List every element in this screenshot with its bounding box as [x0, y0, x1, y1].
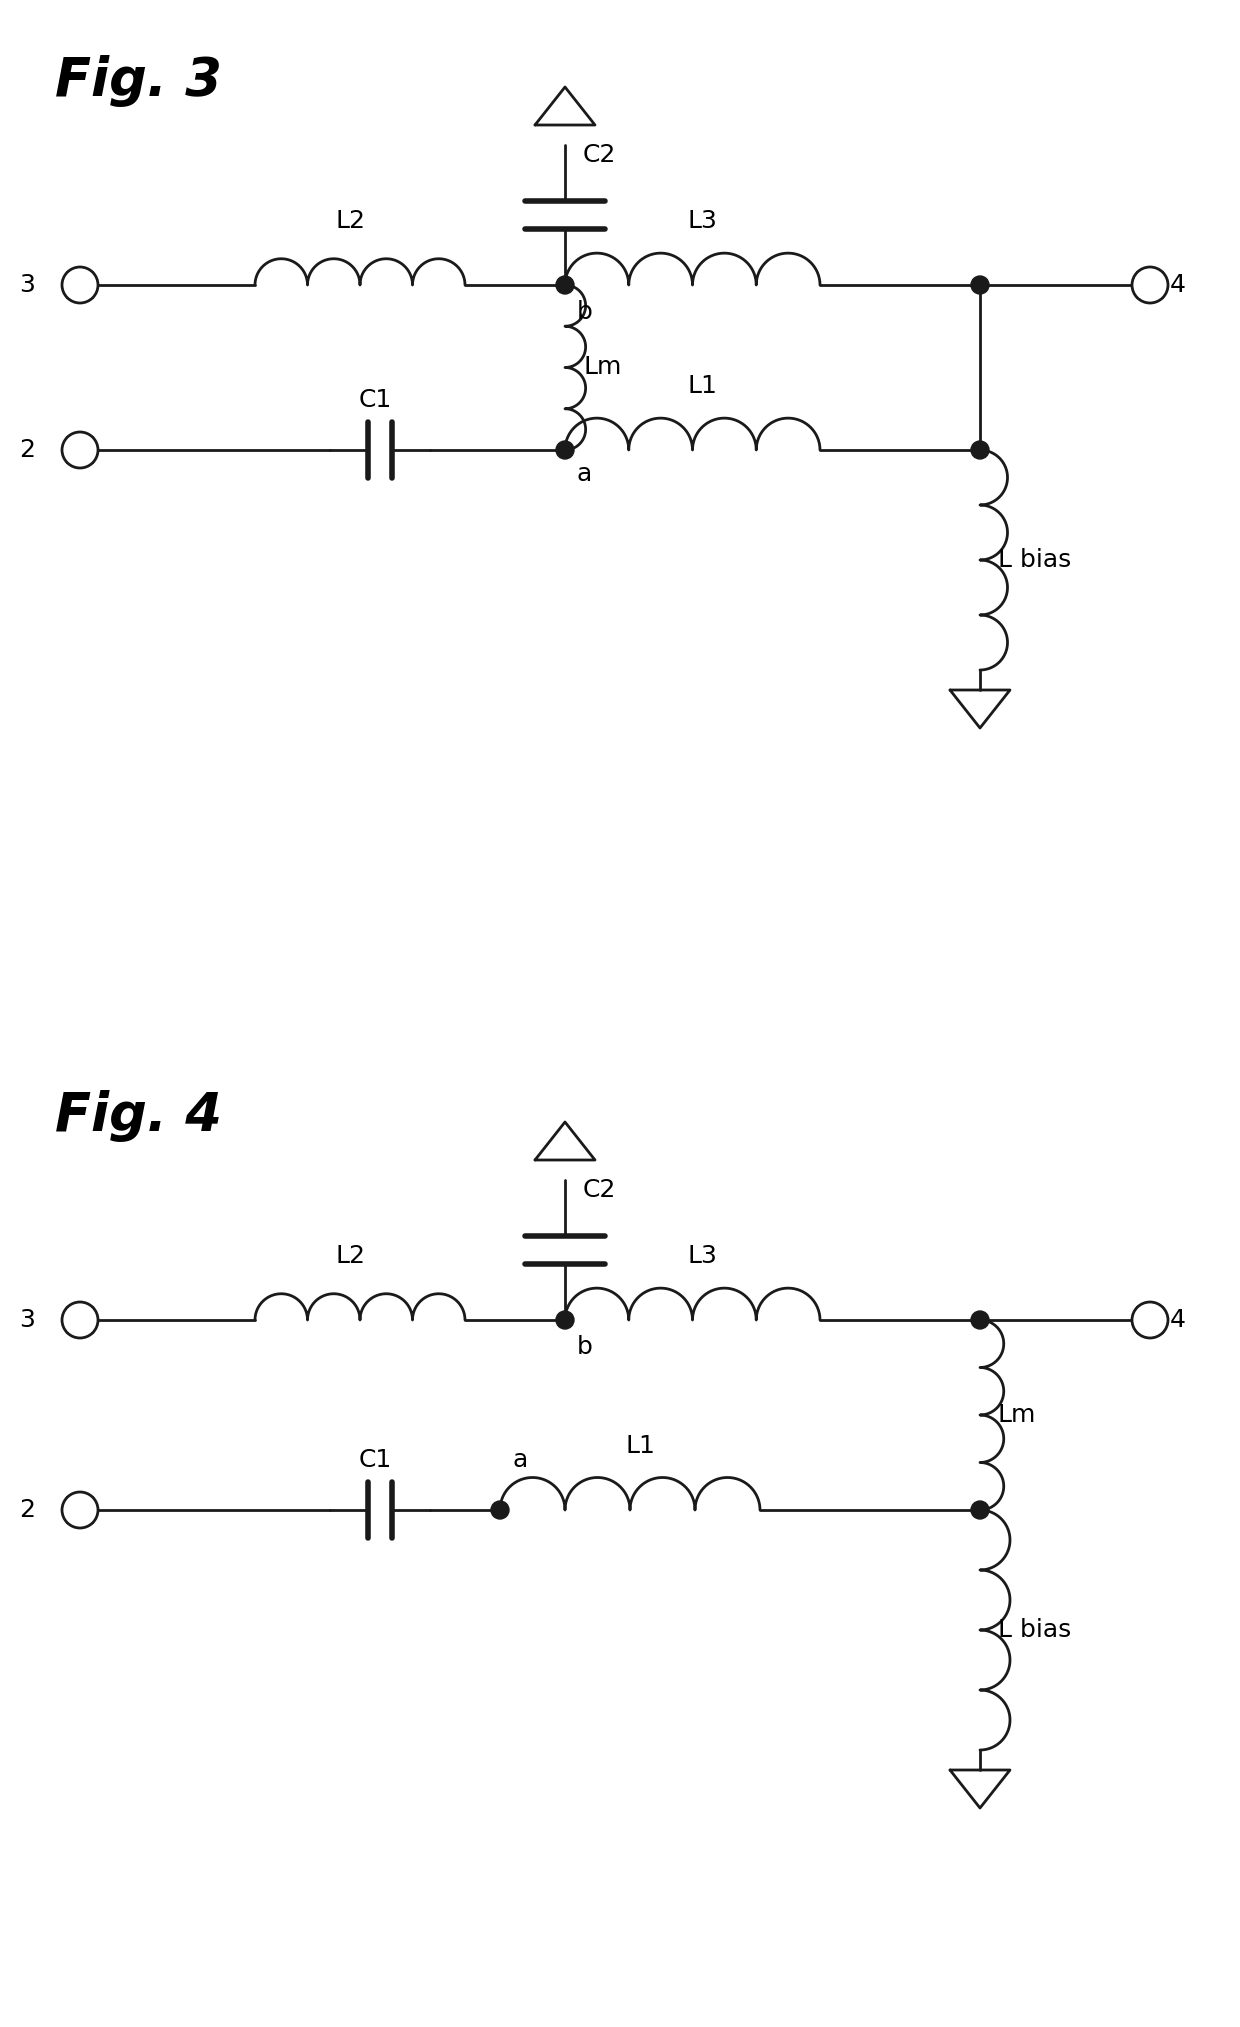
- Circle shape: [971, 276, 990, 294]
- Text: 2: 2: [19, 1498, 35, 1522]
- Circle shape: [1132, 268, 1168, 302]
- Text: L1: L1: [687, 375, 717, 397]
- Text: C1: C1: [358, 1447, 392, 1472]
- Circle shape: [971, 1311, 990, 1330]
- Text: L3: L3: [687, 209, 717, 233]
- Text: Lm: Lm: [583, 355, 621, 379]
- Circle shape: [62, 268, 98, 302]
- Text: 4: 4: [1171, 1307, 1185, 1332]
- Text: C1: C1: [358, 387, 392, 411]
- Text: L2: L2: [335, 209, 365, 233]
- Text: Fig. 3: Fig. 3: [55, 55, 222, 107]
- Circle shape: [1132, 1301, 1168, 1338]
- Text: 2: 2: [19, 438, 35, 462]
- Text: b: b: [577, 300, 593, 324]
- Circle shape: [62, 1301, 98, 1338]
- Circle shape: [556, 1311, 574, 1330]
- Text: C2: C2: [583, 1178, 616, 1202]
- Text: L3: L3: [687, 1245, 717, 1269]
- Text: L bias: L bias: [998, 547, 1071, 572]
- Text: 4: 4: [1171, 274, 1185, 298]
- Text: L bias: L bias: [998, 1618, 1071, 1642]
- Circle shape: [971, 1502, 990, 1518]
- Text: L1: L1: [625, 1433, 655, 1457]
- Circle shape: [556, 276, 574, 294]
- Circle shape: [62, 432, 98, 468]
- Text: a: a: [577, 462, 593, 486]
- Text: C2: C2: [583, 144, 616, 166]
- Text: Fig. 4: Fig. 4: [55, 1091, 222, 1141]
- Circle shape: [62, 1492, 98, 1528]
- Text: 3: 3: [19, 274, 35, 298]
- Text: L2: L2: [335, 1245, 365, 1269]
- Text: b: b: [577, 1336, 593, 1358]
- Circle shape: [971, 442, 990, 458]
- Circle shape: [491, 1502, 508, 1518]
- Text: 3: 3: [19, 1307, 35, 1332]
- Text: Lm: Lm: [998, 1403, 1037, 1427]
- Circle shape: [556, 442, 574, 458]
- Text: a: a: [512, 1447, 527, 1472]
